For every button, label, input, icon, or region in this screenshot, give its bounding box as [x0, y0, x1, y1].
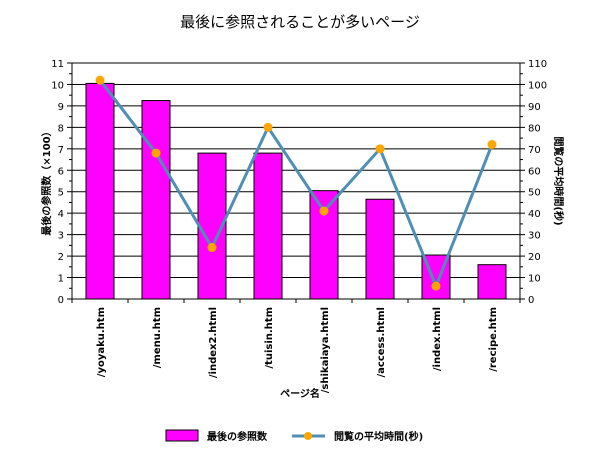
line-marker [95, 75, 105, 85]
x-tick-label: /shikaiaya.html [320, 307, 331, 393]
x-tick-label: /tuisin.htm [264, 307, 275, 369]
chart-title: 最後に参照されることが多いページ [180, 13, 420, 31]
y-tick-label-left: 11 [51, 59, 64, 70]
line-marker [319, 206, 329, 216]
y-tick-label-right: 110 [528, 59, 547, 70]
line-marker [431, 281, 441, 291]
y-tick-label-left: 9 [58, 102, 64, 113]
legend-bar-label: 最後の参照数 [207, 430, 268, 443]
y-tick-label-right: 10 [528, 274, 541, 285]
y-tick-label-left: 8 [58, 123, 64, 134]
y-tick-label-right: 30 [528, 231, 541, 242]
y-tick-label-left: 3 [58, 231, 64, 242]
y-tick-label-right: 0 [528, 295, 534, 306]
y-tick-label-left: 2 [58, 252, 64, 263]
y-tick-label-right: 60 [528, 166, 541, 177]
y-tick-label-right: 20 [528, 252, 541, 263]
legend-bar-swatch [165, 429, 199, 442]
y-tick-label-right: 50 [528, 188, 541, 199]
y-tick-label-left: 5 [58, 188, 64, 199]
y-tick-label-left: 6 [58, 166, 64, 177]
legend: 最後の参照数 閲覧の平均時間(秒) [165, 429, 423, 443]
line-marker [375, 144, 385, 154]
line-marker [151, 148, 161, 158]
y-tick-label-right: 100 [528, 80, 547, 91]
y-tick-label-right: 40 [528, 209, 541, 220]
y-tick-label-left: 0 [58, 295, 64, 306]
legend-line-label: 閲覧の平均時間(秒) [334, 430, 423, 443]
x-tick-label: /menu.htm [152, 307, 163, 368]
line-marker [263, 122, 273, 132]
y-tick-label-right: 70 [528, 145, 541, 156]
tick-labels: 012345678910110102030405060708090100110/… [51, 59, 547, 393]
line-marker [487, 140, 497, 150]
x-axis-title: ページ名 [280, 387, 320, 400]
y-axis-left-title: 最後の参照数（×100） [40, 126, 53, 235]
x-tick-label: /recipe.htm [488, 307, 499, 372]
x-tick-label: /index2.html [208, 307, 219, 378]
x-tick-label: /access.html [376, 307, 387, 378]
legend-line-marker [304, 432, 312, 440]
x-tick-label: /yoyaku.htm [96, 307, 107, 377]
y-tick-label-left: 10 [51, 80, 64, 91]
y-tick-label-left: 7 [58, 145, 64, 156]
y-tick-label-left: 4 [58, 209, 64, 220]
bar [141, 100, 171, 300]
series-line [98, 79, 494, 288]
y-axis-right-title: 閲覧の平均時間(秒) [552, 136, 565, 225]
bar [253, 152, 283, 300]
y-tick-label-right: 80 [528, 123, 541, 134]
bar [85, 82, 115, 300]
y-tick-label-left: 1 [58, 274, 64, 285]
x-tick-label: /index.html [432, 307, 443, 371]
bar [365, 198, 395, 300]
bar [477, 264, 507, 300]
line-marker [207, 243, 217, 253]
line-series [95, 75, 497, 291]
axes [67, 62, 525, 303]
y-tick-label-right: 90 [528, 102, 541, 113]
